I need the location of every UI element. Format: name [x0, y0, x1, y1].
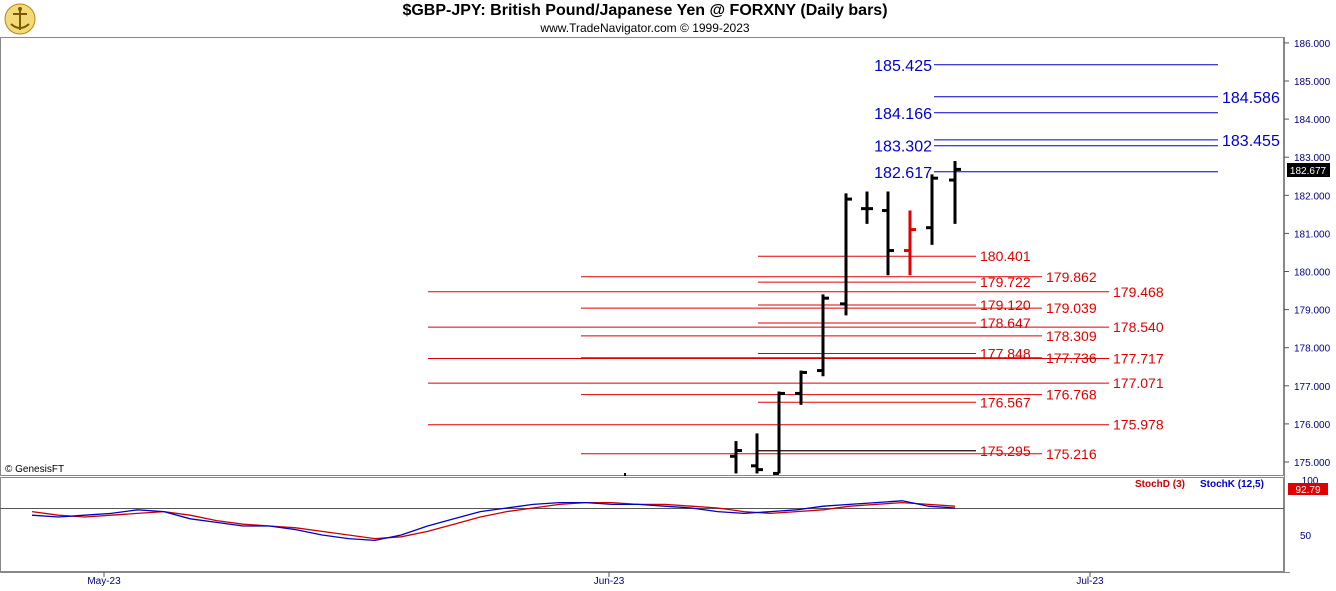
stochd-legend: StochD (3) [1135, 479, 1185, 490]
red-level-label: 175.978 [1113, 417, 1164, 433]
red-level-label: 179.039 [1046, 300, 1097, 316]
blue-level-label: 184.166 [874, 106, 932, 123]
price-bars [624, 161, 961, 476]
indicator-tick-50: 50 [1300, 531, 1312, 542]
stochk-legend: StochK (12,5) [1200, 479, 1264, 490]
price-axis-tick-label: 176.000 [1294, 420, 1331, 431]
red-level-label: 177.071 [1113, 375, 1164, 391]
last-price-text: 182.677 [1290, 166, 1327, 177]
support-resistance-levels: 185.425 184.586 184.166 183.455 183.302 182.6… [428, 58, 1280, 462]
red-level-label: 176.768 [1046, 387, 1097, 403]
price-axis-tick-label: 180.000 [1294, 268, 1331, 279]
price-axis-tick-label: 186.000 [1294, 39, 1331, 50]
blue-level-label: 183.302 [874, 139, 932, 156]
blue-level-label: 185.425 [874, 58, 932, 75]
red-level-label: 177.736 [1046, 350, 1097, 366]
trade-navigator-logo-icon [4, 3, 36, 35]
red-level-label: 179.862 [1046, 269, 1097, 285]
red-level-label: 177.848 [980, 345, 1031, 361]
chart-title: $GBP-JPY: British Pound/Japanese Yen @ F… [402, 2, 888, 19]
indicator-tick-100: 100 [1302, 476, 1319, 487]
price-axis-tick-label: 184.000 [1294, 115, 1331, 126]
price-axis-tick-label: 181.000 [1294, 229, 1331, 240]
time-axis-strip [0, 572, 1336, 591]
price-axis-tick-label: 178.000 [1294, 344, 1331, 355]
price-axis-tick-label: 183.000 [1294, 153, 1331, 164]
red-level-label: 179.120 [980, 297, 1031, 313]
indicator-panel-frame [0, 477, 1284, 572]
price-axis-tick-label: 182.000 [1294, 191, 1331, 202]
price-axis-tick-label: 177.000 [1294, 382, 1331, 393]
chart-subtitle: www.TradeNavigator.com © 1999-2023 [540, 21, 750, 35]
time-axis: May-23 Jun-23 Jul-23 [87, 572, 1104, 587]
red-level-label: 177.717 [1113, 350, 1164, 366]
stochk-line [31, 500, 956, 542]
blue-level-label: 182.617 [874, 165, 932, 182]
blue-level-label: 183.455 [1222, 133, 1280, 150]
time-axis-label: Jun-23 [594, 576, 625, 587]
red-level-label: 179.722 [980, 274, 1031, 290]
red-level-label: 175.295 [980, 443, 1031, 459]
time-axis-label: May-23 [87, 576, 121, 587]
price-axis-tick-label: 179.000 [1294, 306, 1331, 317]
price-panel-frame [0, 37, 1284, 476]
red-level-label: 178.647 [980, 315, 1031, 331]
indicator-value-text: 92.79 [1295, 485, 1320, 496]
red-level-label: 178.540 [1113, 319, 1164, 335]
stochastic-lines [31, 500, 956, 542]
price-axis: 175.000 176.000 177.000 178.000 179.000 180.0… [1284, 39, 1331, 469]
copyright-label: © GenesisFT [5, 464, 64, 475]
red-level-label: 179.468 [1113, 284, 1164, 300]
last-price-badge [1287, 163, 1330, 177]
indicator-value-badge [1288, 483, 1328, 495]
red-level-label: 178.309 [1046, 328, 1097, 344]
blue-level-label: 184.586 [1222, 90, 1280, 107]
price-axis-tick-label: 175.000 [1294, 458, 1331, 469]
stochd-line [31, 501, 956, 540]
red-level-label: 176.567 [980, 394, 1031, 410]
time-axis-label: Jul-23 [1076, 576, 1104, 587]
price-axis-tick-label: 185.000 [1294, 77, 1331, 88]
red-level-label: 175.216 [1046, 446, 1097, 462]
red-level-label: 180.401 [980, 248, 1031, 264]
